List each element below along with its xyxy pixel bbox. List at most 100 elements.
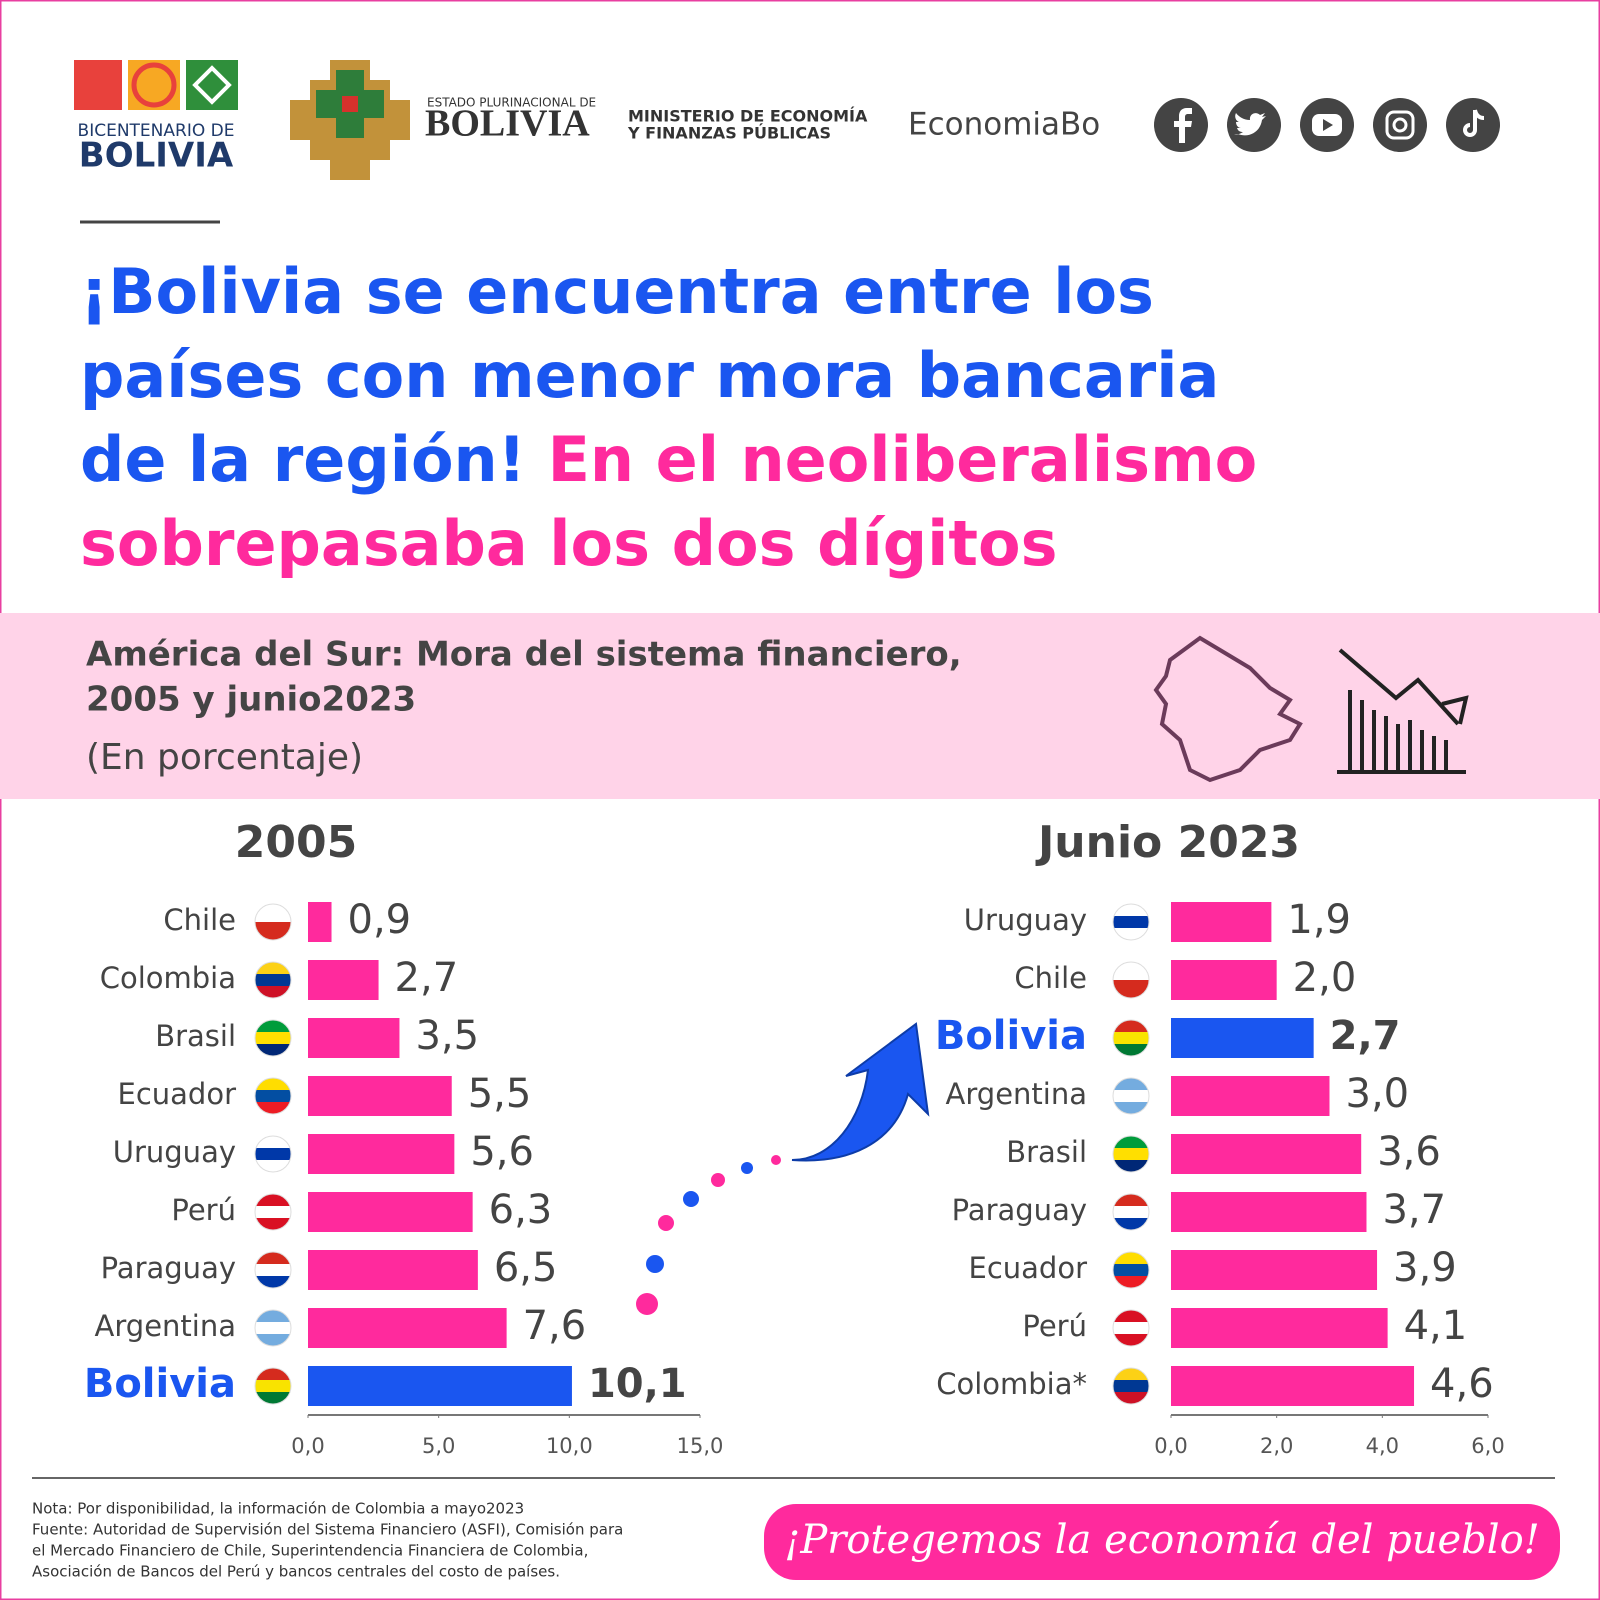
category-label: Chile bbox=[1014, 961, 1087, 995]
logo-text: ESTADO PLURINACIONAL DE bbox=[427, 96, 596, 110]
flag bbox=[1112, 1309, 1150, 1347]
headline-line: sobrepasaba los dos dígitos bbox=[80, 507, 1057, 580]
value-label: 6,3 bbox=[489, 1187, 553, 1233]
flag-outline bbox=[1112, 903, 1150, 941]
flag-stripe bbox=[255, 1264, 291, 1277]
flag-stripe bbox=[1113, 1078, 1149, 1091]
flag-stripe bbox=[1113, 1160, 1149, 1172]
bar bbox=[1171, 1134, 1362, 1174]
flag-stripe bbox=[1113, 1136, 1149, 1149]
flag-stripe bbox=[255, 1194, 291, 1207]
flag-stripe bbox=[255, 1044, 291, 1056]
logo-text: BICENTENARIO DE bbox=[78, 121, 235, 141]
map-icon bbox=[1153, 635, 1303, 783]
value-label: 6,5 bbox=[494, 1245, 558, 1291]
category-label: Paraguay bbox=[101, 1251, 236, 1285]
flag-stripe bbox=[1113, 1322, 1149, 1335]
flag bbox=[254, 1309, 292, 1347]
flag-stripe bbox=[255, 1206, 291, 1219]
flag-stripe bbox=[1113, 1264, 1149, 1277]
slogan: ¡Protegemos la economía del pueblo! bbox=[784, 1517, 1540, 1563]
bar bbox=[1171, 1192, 1367, 1232]
bar bbox=[308, 1192, 473, 1232]
x-tick-label: 6,0 bbox=[1471, 1434, 1504, 1458]
transition-arrow bbox=[636, 1022, 930, 1315]
flag-stripe bbox=[1113, 1102, 1149, 1114]
x-tick-label: 10,0 bbox=[546, 1434, 593, 1458]
logo-text: BOLIVIA bbox=[425, 103, 590, 145]
value-label: 7,6 bbox=[523, 1303, 587, 1349]
subtitle-band bbox=[0, 613, 1600, 799]
flag-outline bbox=[254, 961, 292, 999]
flag bbox=[1112, 961, 1150, 999]
flag-outline bbox=[1112, 1367, 1150, 1405]
flag-stripe bbox=[255, 1334, 291, 1346]
category-label: Argentina bbox=[95, 1309, 236, 1343]
flag-outline bbox=[254, 903, 292, 941]
flag bbox=[1112, 903, 1150, 941]
bar bbox=[308, 1076, 452, 1116]
flag-stripe bbox=[255, 1380, 291, 1393]
headline-part: En el neoliberalismo bbox=[548, 423, 1258, 496]
bar bbox=[1171, 902, 1272, 942]
flag bbox=[254, 1251, 292, 1289]
flag-outline bbox=[254, 1251, 292, 1289]
flag-stripe bbox=[1113, 1276, 1149, 1288]
logo-text: Y FINANZAS PÚBLICAS bbox=[627, 124, 831, 143]
bar bbox=[308, 1250, 478, 1290]
flag-stripe bbox=[1113, 1194, 1149, 1207]
category-label: Chile bbox=[163, 903, 236, 937]
value-label: 3,0 bbox=[1346, 1071, 1410, 1117]
value-label: 3,9 bbox=[1393, 1245, 1457, 1291]
notes: Nota: Por disponibilidad, la información… bbox=[32, 1500, 623, 1581]
flag-stripe bbox=[1113, 1020, 1149, 1033]
flag bbox=[1112, 1367, 1150, 1405]
flag bbox=[1112, 1019, 1150, 1057]
category-label: Bolivia bbox=[935, 1013, 1087, 1059]
x-tick-label: 15,0 bbox=[677, 1434, 724, 1458]
category-label: Brasil bbox=[1006, 1135, 1087, 1169]
category-label: Perú bbox=[171, 1193, 236, 1227]
bar bbox=[308, 1308, 507, 1348]
bar bbox=[1171, 960, 1277, 1000]
flag-stripe bbox=[1113, 1148, 1149, 1161]
flag-stripe bbox=[255, 1392, 291, 1404]
flag-stripe bbox=[255, 1218, 291, 1230]
flag-outline bbox=[1112, 961, 1150, 999]
bar bbox=[308, 960, 379, 1000]
x-tick-label: 5,0 bbox=[422, 1434, 455, 1458]
chart-title: 2005 bbox=[235, 817, 357, 868]
value-label: 0,9 bbox=[348, 897, 412, 943]
flag-stripe bbox=[255, 986, 291, 998]
subtitle: América del Sur: Mora del sistema financ… bbox=[86, 635, 962, 675]
flag-stripe bbox=[255, 904, 291, 923]
flag-stripe bbox=[255, 962, 291, 975]
chart-title: Junio 2023 bbox=[1035, 817, 1300, 868]
flag-stripe bbox=[1113, 916, 1149, 929]
flag-stripe bbox=[1113, 1380, 1149, 1393]
note: el Mercado Financiero de Chile, Superint… bbox=[32, 1542, 588, 1560]
value-label: 1,9 bbox=[1287, 897, 1351, 943]
flag-stripe bbox=[1113, 1334, 1149, 1346]
flag bbox=[1112, 1135, 1150, 1173]
value-label: 2,7 bbox=[395, 955, 459, 1001]
category-label: Uruguay bbox=[964, 903, 1087, 937]
headline: ¡Bolivia se encuentra entre los países c… bbox=[80, 255, 1257, 580]
x-tick-label: 4,0 bbox=[1366, 1434, 1399, 1458]
bar bbox=[1171, 1366, 1415, 1406]
flag-outline bbox=[1112, 1019, 1150, 1057]
x-tick-label: 2,0 bbox=[1260, 1434, 1293, 1458]
flag-stripe bbox=[1113, 1206, 1149, 1219]
flag-outline bbox=[254, 1367, 292, 1405]
flag-stripe bbox=[255, 1032, 291, 1045]
flag-stripe bbox=[255, 1090, 291, 1103]
social-icons[interactable] bbox=[1154, 98, 1500, 152]
charts: 2005 Chile 0,9 Colombia 2,7 Brasil 3,5 Ecuador 5… bbox=[84, 817, 1505, 1458]
flag-outline bbox=[254, 1019, 292, 1057]
bicentenario-logo: BICENTENARIO DE BOLIVIA bbox=[74, 60, 238, 176]
category-label: Uruguay bbox=[113, 1135, 236, 1169]
flag-stripe bbox=[1113, 1090, 1149, 1103]
bar bbox=[308, 902, 332, 942]
bar bbox=[1171, 1076, 1330, 1116]
